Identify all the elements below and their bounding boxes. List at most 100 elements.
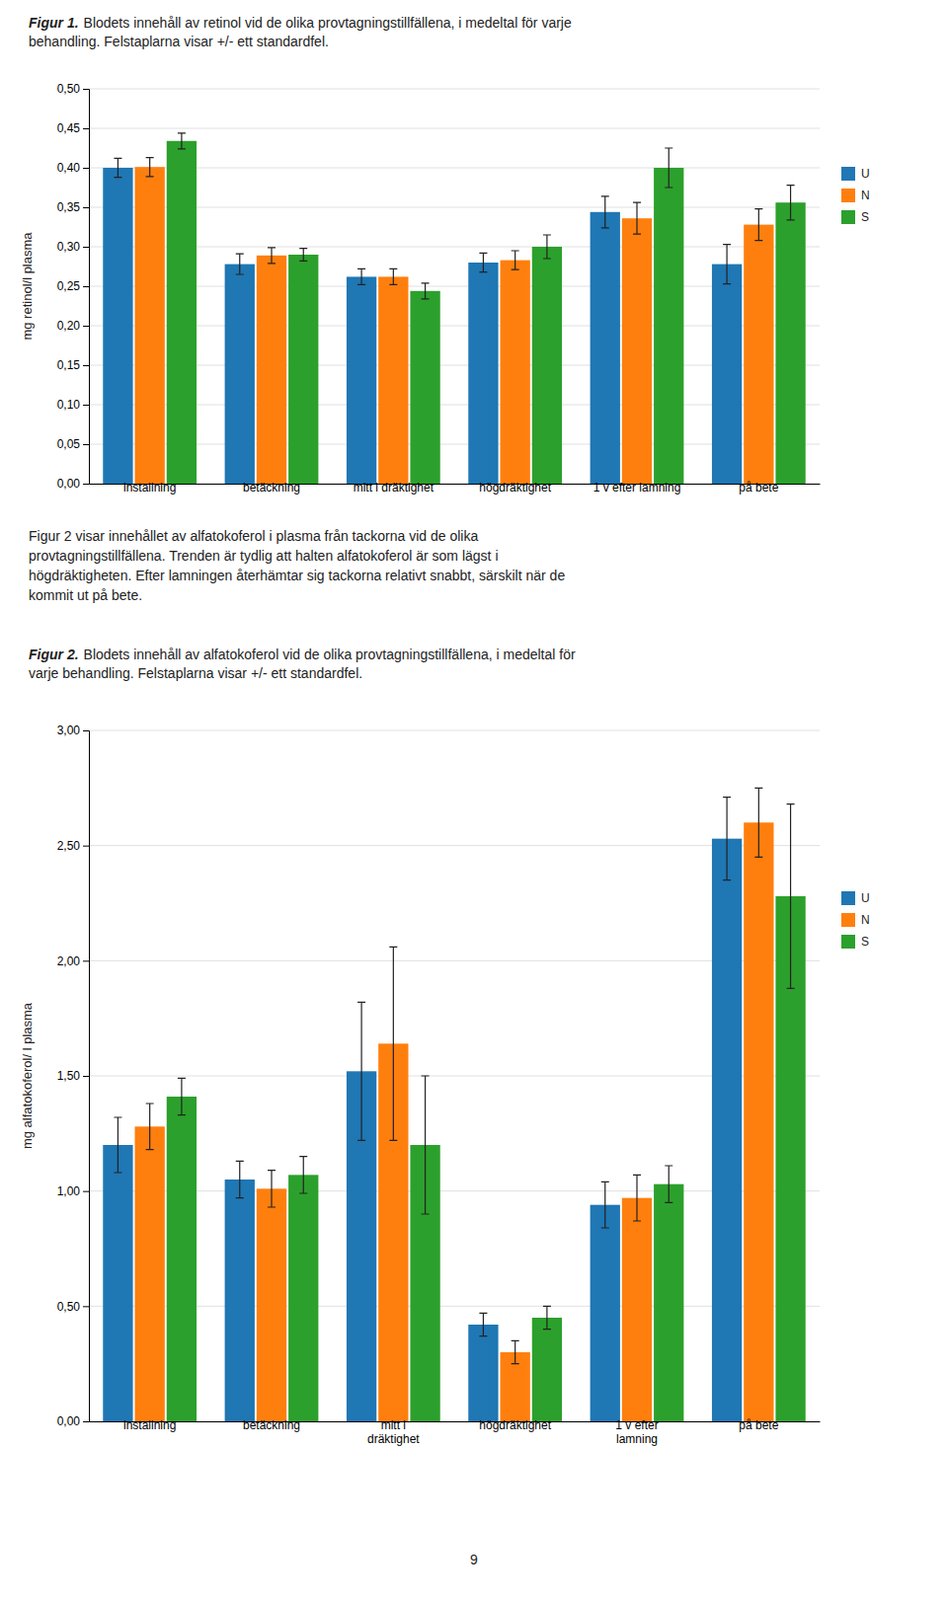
x-tick-label: på bete <box>738 1419 779 1433</box>
y-tick: 1,00 <box>57 1185 89 1199</box>
plot-area <box>102 133 805 484</box>
legend-item: U <box>841 166 870 181</box>
grid-line <box>88 286 820 288</box>
y-tick: 0,50 <box>57 1300 89 1315</box>
error-bar <box>357 1002 366 1141</box>
legend-swatch <box>841 166 856 181</box>
y-tick-mark <box>82 365 89 367</box>
y-tick-mark <box>82 207 89 209</box>
page: Figur 1.Blodets innehåll av retinol vid … <box>0 0 948 1600</box>
y-tick: 0,05 <box>57 437 89 452</box>
grid-line <box>88 325 820 327</box>
legend-label: U <box>861 166 870 181</box>
x-tick: högdräktighet <box>478 1419 552 1433</box>
y-tick-mark <box>82 246 89 248</box>
y-tick: 0,25 <box>57 279 89 294</box>
grid-line <box>88 246 820 248</box>
annotation-line: provtagningstillfällena. Trenden är tydl… <box>28 548 499 564</box>
bar <box>743 822 774 1422</box>
y-tick-mark <box>82 1306 89 1308</box>
bar <box>102 167 133 484</box>
x-tick: högdräktighet <box>478 480 552 495</box>
chart: Figur 2.Blodets innehåll av alfatokofero… <box>19 646 870 1569</box>
error-bar <box>146 158 155 177</box>
bar <box>288 1175 318 1422</box>
x-tick: mitt i dräktighet <box>353 480 435 495</box>
grid-line <box>88 207 820 209</box>
series <box>166 804 806 1422</box>
grid-line <box>88 960 820 962</box>
y-axis-title: mg alfatokoferol/ l plasma <box>19 1002 35 1150</box>
bar <box>166 1097 197 1422</box>
y-tick-mark <box>82 846 89 848</box>
x-tick-label: betäckning <box>242 480 301 495</box>
annotation-line: högdräktigheten. Efter lamningen återhäm… <box>28 567 565 584</box>
error-bar <box>113 1117 122 1174</box>
grid-line <box>88 1076 820 1078</box>
error-bar <box>787 804 795 990</box>
legend-item: N <box>841 913 870 928</box>
series <box>166 133 806 484</box>
x-tick-label: installning <box>123 480 176 495</box>
legend-swatch <box>841 891 856 906</box>
legend-swatch <box>841 913 856 928</box>
x-tick: 1 v efterlamning <box>615 1419 658 1447</box>
y-tick-mark <box>82 1422 89 1423</box>
bar <box>166 141 197 484</box>
title-block: Figur 1.Blodets innehåll av retinol vid … <box>28 14 572 50</box>
y-tick-label: 0,50 <box>57 1300 81 1315</box>
series <box>135 158 775 484</box>
x-tick-label-line: på bete <box>738 480 779 495</box>
x-tick-label-line: högdräktighet <box>478 480 552 495</box>
y-tick-label: 1,50 <box>57 1069 81 1084</box>
series <box>135 788 775 1422</box>
y-tick-label: 0,05 <box>57 437 81 452</box>
y-tick: 0,50 <box>57 81 89 96</box>
y-tick-mark <box>82 128 89 130</box>
legend-swatch <box>841 935 856 949</box>
grid-line <box>88 128 820 130</box>
grid-line <box>88 730 820 732</box>
x-axis: installning betäckning mitt i dräktighet hö… <box>89 480 821 495</box>
y-tick-label: 0,40 <box>57 160 81 175</box>
y-tick-label: 2,00 <box>57 954 81 969</box>
y-tick-label: 0,00 <box>57 476 81 491</box>
x-tick-label: mitt i dräktighet <box>353 480 435 495</box>
bar <box>288 254 318 484</box>
bar <box>468 1325 498 1422</box>
x-tick: 1 v efter lamning <box>593 480 682 495</box>
error-bar <box>664 148 673 188</box>
y-tick: 0,00 <box>57 1415 89 1429</box>
x-tick: mitt idräktighet <box>367 1419 420 1447</box>
grid-line <box>88 1306 820 1308</box>
y-tick-mark <box>82 88 89 90</box>
legend-swatch <box>841 188 856 203</box>
subtitle: varje behandling. Felstaplarna visar +/-… <box>28 665 363 682</box>
error-bar <box>543 1306 552 1330</box>
x-tick: på bete <box>738 480 779 495</box>
y-tick: 1,50 <box>57 1069 89 1084</box>
y-tick: 0,10 <box>57 397 89 412</box>
x-tick-label: på bete <box>738 480 779 495</box>
x-tick: betäckning <box>242 480 301 495</box>
error-bar <box>389 268 397 285</box>
legend-item: S <box>841 210 869 225</box>
bar <box>590 1205 621 1422</box>
error-bar <box>357 268 366 285</box>
title: Figur 1. <box>28 14 79 31</box>
error-bar <box>421 283 430 300</box>
error-bar <box>511 1341 520 1364</box>
grid-line <box>88 1190 820 1192</box>
bar <box>532 1318 562 1422</box>
x-tick-label: högdräktighet <box>478 480 552 495</box>
bar <box>256 1188 287 1422</box>
x-tick-label: installning <box>123 1419 176 1433</box>
y-axis-line <box>82 89 90 485</box>
x-axis: installningbetäckningmitt idräktighethög… <box>89 1419 821 1447</box>
error-bar <box>543 235 552 259</box>
x-tick-label-line: mitt i <box>381 1419 406 1433</box>
error-bar <box>236 1161 244 1198</box>
x-tick: installning <box>123 1419 176 1433</box>
annotation-line: kommit ut på bete. <box>28 587 143 604</box>
error-bar <box>664 1166 673 1203</box>
